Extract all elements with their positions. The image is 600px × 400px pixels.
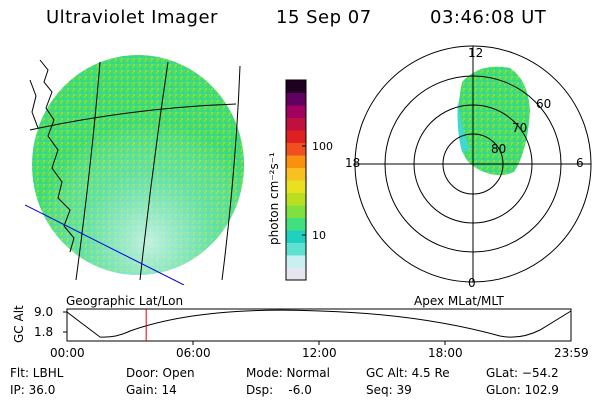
colorbar-segment xyxy=(286,155,306,168)
colorbar-segment xyxy=(286,242,306,256)
oval-edge xyxy=(457,100,470,152)
geographic-image-panel xyxy=(25,55,244,285)
lat-60-label: 60 xyxy=(536,97,552,111)
colorbar-segment xyxy=(286,192,306,206)
colorbar-frame xyxy=(285,79,307,281)
colorbar-segment xyxy=(286,205,306,218)
mlt-6-label: 6 xyxy=(576,156,584,170)
status-door: Door: Open xyxy=(126,366,195,380)
altitude-y-top: 9.0 xyxy=(34,305,54,319)
colorbar-label-100: 100 xyxy=(312,140,333,153)
time-tick-1800: 18:00 xyxy=(428,346,463,360)
time-tick-0600: 06:00 xyxy=(176,346,211,360)
colorbar-segment xyxy=(286,255,306,268)
polar-panel-label: Apex MLat/MLT xyxy=(414,294,504,308)
colorbar xyxy=(285,79,307,281)
altitude-axis-label: GC Alt xyxy=(12,305,26,343)
colorbar-segment xyxy=(286,142,306,156)
colorbar-segment xyxy=(286,80,306,93)
instrument-title: Ultraviolet Imager xyxy=(46,7,218,28)
date-label: 15 Sep 07 xyxy=(276,7,372,28)
colorbar-segment xyxy=(286,167,306,181)
mlt-18-label: 18 xyxy=(345,156,361,170)
status-ip: IP: 36.0 xyxy=(10,383,56,397)
mlt-12-label: 12 xyxy=(468,46,484,60)
colorbar-segment xyxy=(286,217,306,231)
colorbar-segment xyxy=(286,92,306,106)
colorbar-unit-label: photon cm⁻²s⁻¹ xyxy=(267,152,281,245)
time-tick-1200: 12:00 xyxy=(302,346,337,360)
meridian-line xyxy=(75,61,101,281)
dayglow-fade xyxy=(32,55,244,275)
colorbar-segment xyxy=(286,180,306,193)
coastline xyxy=(39,59,75,253)
status-filter: Flt: LBHL xyxy=(10,366,64,380)
geographic-panel-label: Geographic Lat/Lon xyxy=(66,294,184,308)
altitude-plot xyxy=(63,308,572,345)
polar-plot xyxy=(354,45,592,283)
meridian-line xyxy=(139,61,169,281)
status-glon: GLon: 102.9 xyxy=(486,383,559,397)
status-mode: Mode: Normal xyxy=(246,366,330,380)
colorbar-segment xyxy=(286,230,306,243)
mlt-0-label: 0 xyxy=(468,276,476,290)
parallel-line xyxy=(29,103,237,131)
colorbar-segment xyxy=(286,105,306,118)
colorbar-segment xyxy=(286,130,306,143)
status-dsp: Dsp: -6.0 xyxy=(246,383,312,397)
colorbar-label-10: 10 xyxy=(312,229,326,242)
lat-70-label: 70 xyxy=(512,121,528,135)
colorbar-segment xyxy=(286,117,306,131)
status-gain: Gain: 14 xyxy=(126,383,177,397)
altitude-curve xyxy=(66,309,572,338)
time-tick-0000: 00:00 xyxy=(50,346,85,360)
meridian-line xyxy=(221,65,241,281)
time-label: 03:46:08 UT xyxy=(430,7,547,28)
colorbar-segment xyxy=(286,267,306,281)
altitude-y-bottom: 1.8 xyxy=(34,325,54,339)
terminator-line xyxy=(25,204,185,285)
altitude-frame xyxy=(66,308,572,342)
lat-80-label: 80 xyxy=(491,142,507,156)
status-gc-alt: GC Alt: 4.5 Re xyxy=(366,366,450,380)
time-tick-2359: 23:59 xyxy=(554,346,589,360)
status-seq: Seq: 39 xyxy=(366,383,412,397)
coastline-west xyxy=(29,79,39,129)
auroral-oval xyxy=(458,66,530,176)
status-glat: GLat: −54.2 xyxy=(486,366,559,380)
